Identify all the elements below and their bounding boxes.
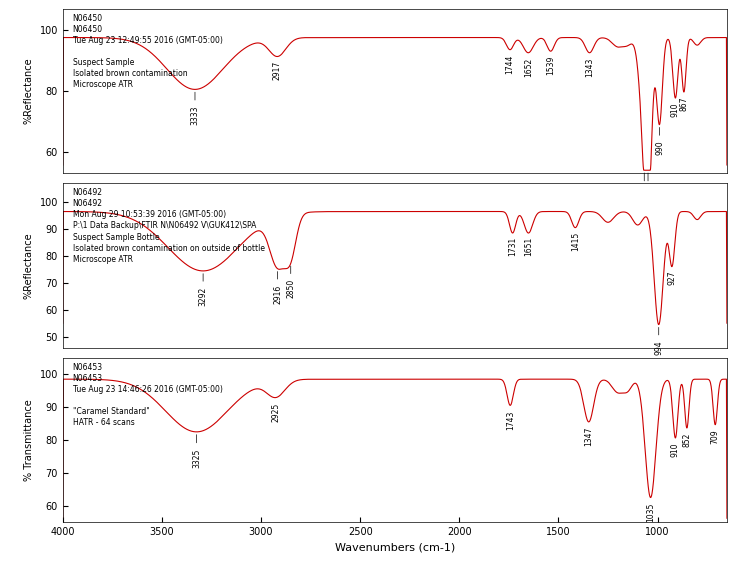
Text: 2925: 2925 bbox=[272, 403, 280, 422]
Y-axis label: %Reflectance: %Reflectance bbox=[24, 232, 34, 299]
Text: 1048: 1048 bbox=[644, 173, 652, 206]
Text: 2850: 2850 bbox=[286, 266, 295, 299]
Text: 927: 927 bbox=[667, 271, 677, 285]
Text: 852: 852 bbox=[683, 433, 692, 447]
Text: N06492
N06492
Mon Aug 29 10:53:39 2016 (GMT-05:00)
P:\1 Data Backup\FTIR N\N0649: N06492 N06492 Mon Aug 29 10:53:39 2016 (… bbox=[72, 188, 265, 264]
Text: 1744: 1744 bbox=[506, 54, 514, 74]
Text: 1035: 1035 bbox=[646, 502, 655, 522]
Text: 3325: 3325 bbox=[192, 435, 201, 468]
Text: 994: 994 bbox=[654, 327, 663, 355]
Text: 867: 867 bbox=[680, 96, 689, 111]
Text: N06453
N06453
Tue Aug 23 14:46:26 2016 (GMT-05:00)

"Caramel Standard"
HATR - 64: N06453 N06453 Tue Aug 23 14:46:26 2016 (… bbox=[72, 363, 223, 427]
X-axis label: Wavenumbers (cm-1): Wavenumbers (cm-1) bbox=[335, 543, 455, 553]
Text: 2917: 2917 bbox=[273, 61, 282, 81]
Text: 1347: 1347 bbox=[584, 427, 593, 446]
Text: 1539: 1539 bbox=[546, 56, 555, 75]
Text: 1415: 1415 bbox=[570, 232, 580, 251]
Y-axis label: % Transmittance: % Transmittance bbox=[24, 399, 34, 481]
Text: 1651: 1651 bbox=[524, 237, 533, 256]
Y-axis label: %Reflectance: %Reflectance bbox=[24, 58, 34, 124]
Text: 2916: 2916 bbox=[273, 272, 282, 304]
Text: 709: 709 bbox=[711, 429, 720, 444]
Text: 1731: 1731 bbox=[508, 237, 517, 256]
Text: 3333: 3333 bbox=[190, 92, 199, 125]
Text: 1652: 1652 bbox=[524, 57, 533, 77]
Text: 1067: 1067 bbox=[640, 173, 649, 206]
Text: 1743: 1743 bbox=[506, 411, 514, 430]
Text: 1343: 1343 bbox=[585, 57, 594, 77]
Text: 910: 910 bbox=[671, 443, 680, 457]
Text: 3292: 3292 bbox=[199, 274, 207, 306]
Text: 910: 910 bbox=[671, 103, 680, 117]
Text: N06450
N06450
Tue Aug 23 12:49:55 2016 (GMT-05:00)

Suspect Sample
Isolated brow: N06450 N06450 Tue Aug 23 12:49:55 2016 (… bbox=[72, 14, 223, 89]
Text: 990: 990 bbox=[655, 127, 664, 155]
